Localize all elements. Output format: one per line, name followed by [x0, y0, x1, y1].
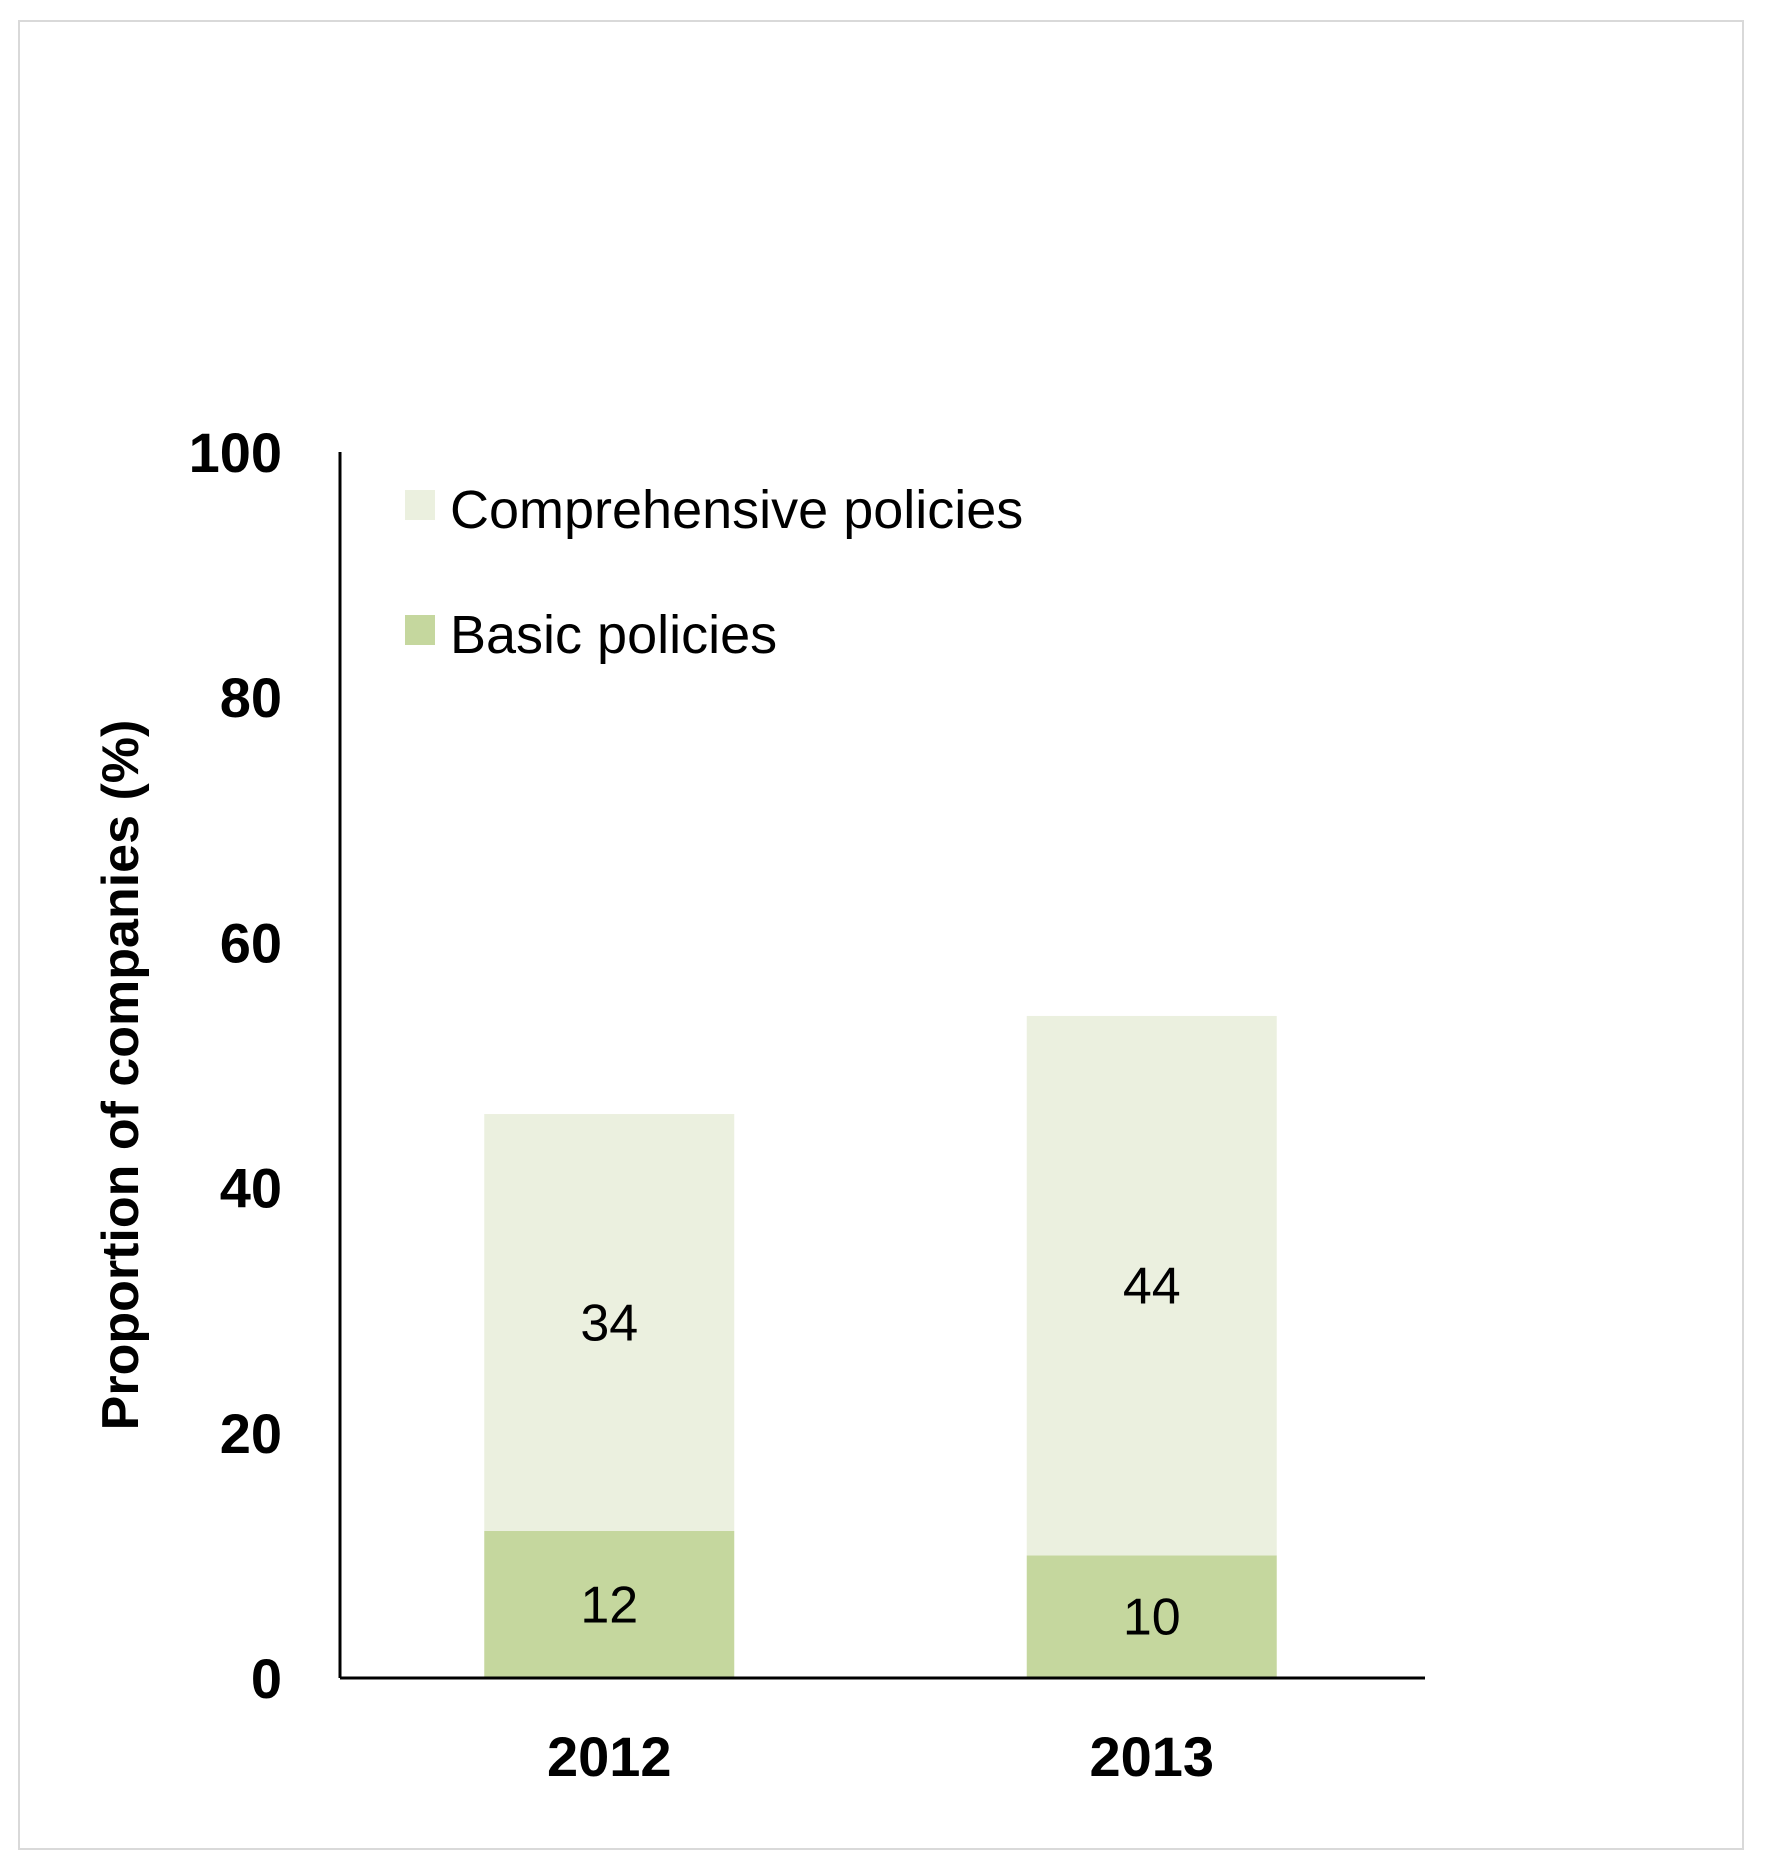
data-label: 44	[1123, 1258, 1181, 1316]
bars	[484, 1015, 1277, 1678]
chart-frame	[18, 20, 1744, 1850]
legend-swatch-comprehensive-policies	[405, 490, 435, 520]
y-tick-label: 0	[251, 1647, 282, 1710]
bar-comprehensive-policies-2013	[1026, 1015, 1277, 1556]
bar-data-labels: 12 34 10 44	[580, 1258, 1180, 1647]
bar-comprehensive-policies-2012	[484, 1114, 735, 1531]
x-axis-ticks: 2012 2013	[547, 1725, 1214, 1788]
y-axis-ticks: 0 20 40 60 80 100	[189, 421, 282, 1710]
y-tick-label: 80	[220, 666, 282, 729]
y-tick-label: 60	[220, 911, 282, 974]
legend-swatch-basic-policies	[405, 615, 435, 645]
y-axis-label: Proportion of companies (%)	[92, 720, 150, 1431]
legend-label-basic-policies: Basic policies	[450, 605, 777, 665]
y-tick-label: 100	[189, 421, 282, 484]
legend-label-comprehensive-policies: Comprehensive policies	[450, 480, 1023, 540]
legend: Comprehensive policies Basic policies	[405, 480, 1023, 665]
data-label: 34	[580, 1294, 638, 1352]
data-label: 10	[1123, 1589, 1181, 1647]
data-label: 12	[580, 1576, 638, 1634]
bar-basic-policies-2013	[1026, 1555, 1277, 1678]
x-tick-label: 2013	[1089, 1725, 1214, 1788]
x-tick-label: 2012	[547, 1725, 672, 1788]
y-tick-label: 40	[220, 1157, 282, 1220]
bar-basic-policies-2012	[484, 1530, 735, 1678]
y-tick-label: 20	[220, 1402, 282, 1465]
